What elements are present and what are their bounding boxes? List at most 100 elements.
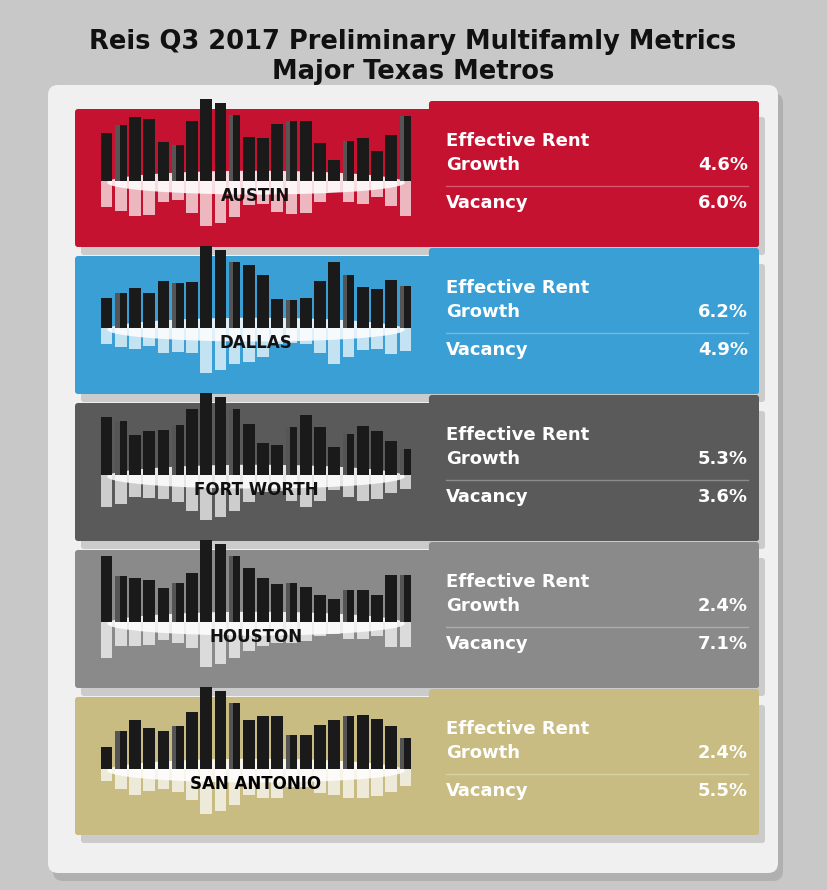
Bar — [257, 328, 269, 357]
Bar — [342, 142, 347, 181]
Bar — [286, 769, 298, 788]
Bar — [214, 769, 227, 812]
Text: Effective Rent: Effective Rent — [446, 426, 589, 444]
Bar — [399, 738, 411, 769]
Bar — [101, 769, 112, 781]
Bar — [143, 769, 155, 791]
Bar — [328, 328, 340, 364]
Bar — [115, 621, 127, 646]
Bar — [101, 417, 112, 474]
Bar — [172, 583, 184, 621]
Bar — [328, 447, 340, 474]
Bar — [243, 769, 255, 796]
Bar — [399, 575, 411, 621]
FancyBboxPatch shape — [75, 256, 759, 394]
Bar — [229, 703, 241, 769]
Bar — [172, 145, 184, 181]
Bar — [328, 262, 340, 328]
FancyBboxPatch shape — [81, 264, 765, 402]
Text: 6.2%: 6.2% — [698, 303, 748, 321]
Bar — [314, 181, 326, 201]
Bar — [371, 474, 383, 498]
Bar — [328, 599, 340, 621]
Bar — [172, 474, 184, 502]
Bar — [214, 544, 227, 621]
Bar — [399, 286, 404, 328]
Bar — [229, 474, 241, 511]
Bar — [101, 298, 112, 328]
Bar — [342, 769, 354, 797]
Bar — [214, 250, 227, 328]
Bar — [115, 577, 120, 621]
Bar — [243, 568, 255, 621]
Bar — [257, 181, 269, 204]
Bar — [371, 431, 383, 474]
Bar — [243, 136, 255, 181]
Bar — [371, 328, 383, 349]
Bar — [101, 133, 112, 181]
Text: Reis Q3 2017 Preliminary Multifamly Metrics: Reis Q3 2017 Preliminary Multifamly Metr… — [89, 29, 737, 55]
FancyBboxPatch shape — [429, 689, 759, 835]
Bar — [186, 328, 198, 352]
FancyBboxPatch shape — [81, 411, 765, 549]
Bar — [286, 583, 290, 621]
Bar — [399, 117, 404, 181]
FancyBboxPatch shape — [48, 85, 778, 873]
Bar — [357, 328, 369, 350]
Text: 5.3%: 5.3% — [698, 450, 748, 468]
Text: 3.6%: 3.6% — [698, 488, 748, 506]
Bar — [385, 181, 397, 206]
Bar — [143, 328, 155, 346]
Bar — [129, 434, 141, 474]
Bar — [371, 181, 383, 197]
Bar — [342, 434, 354, 474]
FancyBboxPatch shape — [75, 403, 759, 541]
Bar — [399, 449, 404, 474]
Bar — [101, 328, 112, 344]
Bar — [342, 716, 347, 769]
Bar — [342, 275, 347, 328]
Bar — [129, 474, 141, 497]
Bar — [129, 769, 141, 796]
Bar — [101, 556, 112, 621]
Bar — [158, 474, 170, 499]
Bar — [257, 275, 269, 328]
Bar — [399, 286, 411, 328]
Bar — [399, 117, 411, 181]
Bar — [200, 392, 212, 474]
Bar — [314, 621, 326, 636]
Bar — [186, 621, 198, 648]
Bar — [158, 142, 170, 181]
Bar — [271, 716, 283, 769]
Bar — [101, 474, 112, 506]
Bar — [314, 595, 326, 621]
Bar — [186, 769, 198, 800]
Bar — [243, 425, 255, 474]
Bar — [200, 621, 212, 667]
Bar — [214, 181, 227, 223]
Bar — [286, 121, 290, 181]
Bar — [172, 583, 176, 621]
Text: Growth: Growth — [446, 303, 520, 321]
Bar — [328, 474, 340, 490]
Bar — [300, 297, 312, 328]
FancyBboxPatch shape — [81, 558, 765, 696]
Bar — [115, 181, 127, 212]
Bar — [286, 181, 298, 214]
Bar — [186, 712, 198, 769]
Bar — [200, 246, 212, 328]
Text: 6.0%: 6.0% — [698, 194, 748, 212]
Bar — [129, 720, 141, 769]
Bar — [129, 621, 141, 645]
Bar — [115, 328, 127, 347]
Bar — [342, 474, 354, 497]
Bar — [399, 449, 411, 474]
Bar — [357, 426, 369, 474]
Bar — [357, 287, 369, 328]
Bar — [385, 441, 397, 474]
Bar — [385, 575, 397, 621]
Bar — [328, 160, 340, 181]
Bar — [243, 720, 255, 769]
Bar — [186, 474, 198, 511]
Bar — [186, 573, 198, 621]
